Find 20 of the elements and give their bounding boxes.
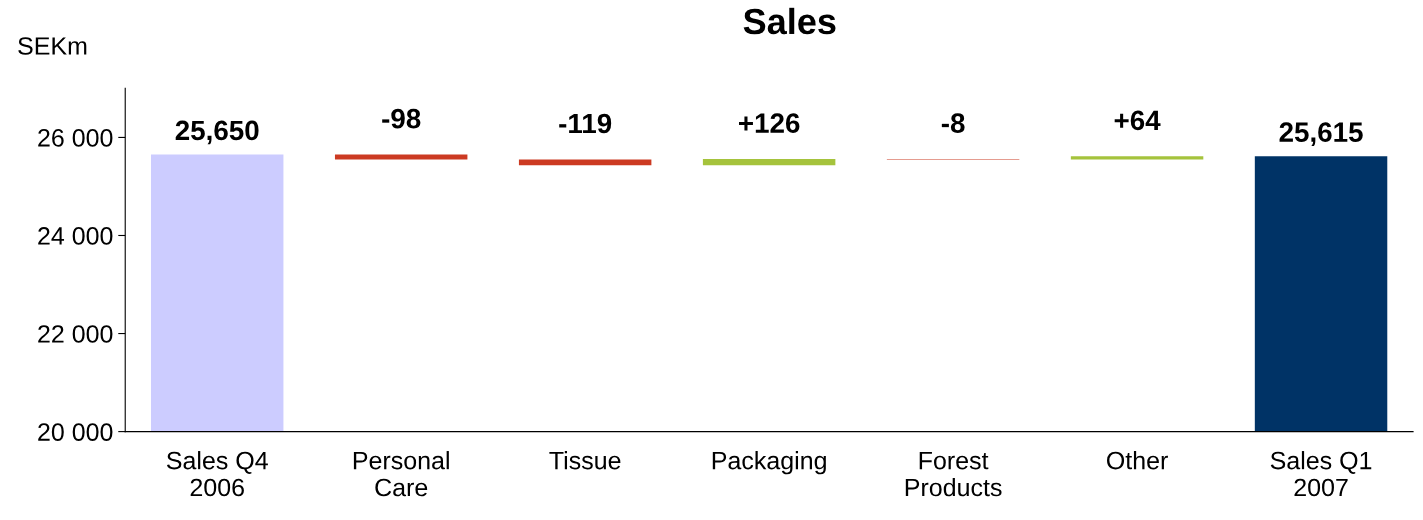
data-label: 25,615 — [1279, 122, 1363, 147]
data-label: -98 — [382, 108, 421, 129]
y-tick-label: 20 000 — [38, 423, 113, 441]
chart-title: Sales — [743, 7, 836, 35]
x-tick-label: Forest Products — [905, 451, 1002, 497]
data-label: 25,650 — [175, 120, 259, 145]
y-axis-title: SEKm — [18, 37, 87, 55]
data-label: -119 — [559, 113, 612, 134]
x-tick-label: Other — [1107, 451, 1168, 470]
y-tick-label: 26 000 — [38, 129, 113, 147]
x-tick-label: Packaging — [712, 451, 826, 475]
y-tick-label: 22 000 — [38, 325, 113, 343]
data-label: +126 — [739, 113, 800, 133]
data-label: +64 — [1114, 110, 1161, 131]
x-tick-label: Sales Q1 2007 — [1270, 451, 1372, 497]
x-tick-label: Sales Q4 2006 — [166, 451, 268, 497]
x-tick-label: Tissue — [549, 451, 621, 470]
y-tick-label: 24 000 — [38, 227, 113, 245]
x-tick-label: Personal Care — [353, 451, 449, 497]
data-label: -8 — [941, 113, 965, 133]
